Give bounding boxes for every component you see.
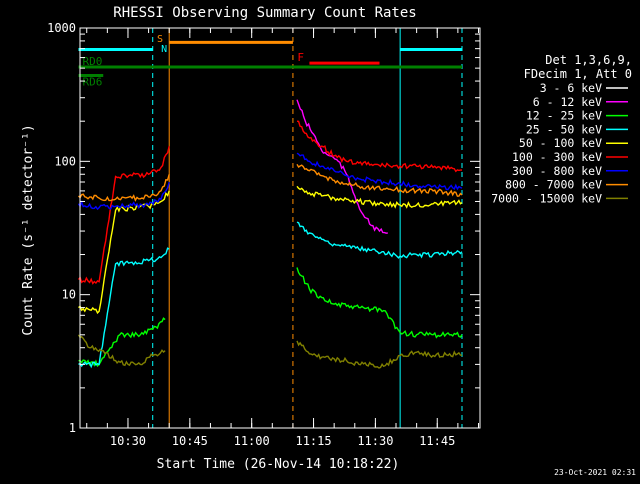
legend-label: 25 - 50 keV <box>526 122 602 136</box>
y-tick-label: 10 <box>62 288 76 302</box>
series-line <box>78 221 463 369</box>
chart-title: RHESSI Observing Summary Count Rates <box>113 5 416 21</box>
status-bar-label: F <box>297 51 304 64</box>
series-line <box>78 185 463 315</box>
legend-label: 6 - 12 keV <box>533 95 602 109</box>
series-line <box>77 334 463 369</box>
legend-label: 12 - 25 keV <box>526 109 602 123</box>
x-tick-label: 11:45 <box>419 434 455 448</box>
legend-label: 7000 - 15000 keV <box>491 191 602 205</box>
series-line <box>296 99 388 234</box>
legend-header-line-1: Det 1,3,6,9, <box>545 53 632 67</box>
x-tick-label: 10:30 <box>110 434 146 448</box>
series-line <box>78 163 463 202</box>
event-marker-label: S <box>157 34 163 45</box>
event-marker-label: N <box>161 44 167 55</box>
y-tick-label: 100 <box>54 154 76 168</box>
axes-frame <box>79 27 481 429</box>
legend-label: 800 - 7000 keV <box>505 178 602 192</box>
y-tick-label: 1000 <box>47 21 76 35</box>
legend: Det 1,3,6,9, FDecim 1, Att 0 3 - 6 keV6 … <box>491 53 632 205</box>
legend-label: 50 - 100 keV <box>519 136 602 150</box>
x-axis-label: Start Time (26-Nov-14 10:18:22) <box>157 457 400 472</box>
legend-header-line-2: FDecim 1, Att 0 <box>524 67 632 81</box>
y-tick-label: 1 <box>69 421 76 435</box>
x-tick-label: 11:00 <box>234 434 270 448</box>
series-line <box>296 107 389 208</box>
x-tick-label: 11:30 <box>357 434 393 448</box>
axis-ticks: 1 10 100 1000 10:30 10:45 11:00 11:15 11:30 11:45 <box>47 21 480 448</box>
plot-frame <box>79 27 481 429</box>
legend-label: 100 - 300 keV <box>512 150 602 164</box>
generated-timestamp: 23-Oct-2021 02:31 <box>554 468 636 477</box>
data-layer: F RD0 RD6 SN <box>77 28 463 428</box>
x-tick-label: 10:45 <box>172 434 208 448</box>
series-line <box>77 120 462 285</box>
legend-label: 3 - 6 keV <box>540 81 602 95</box>
series-line <box>77 152 463 211</box>
x-tick-label: 11:15 <box>295 434 331 448</box>
y-axis-label: Count Rate (s⁻¹ detector⁻¹) <box>21 124 36 335</box>
legend-label: 300 - 800 keV <box>512 164 602 178</box>
status-bar-label: RD6 <box>82 76 102 89</box>
status-bar-label: RD0 <box>82 55 102 68</box>
